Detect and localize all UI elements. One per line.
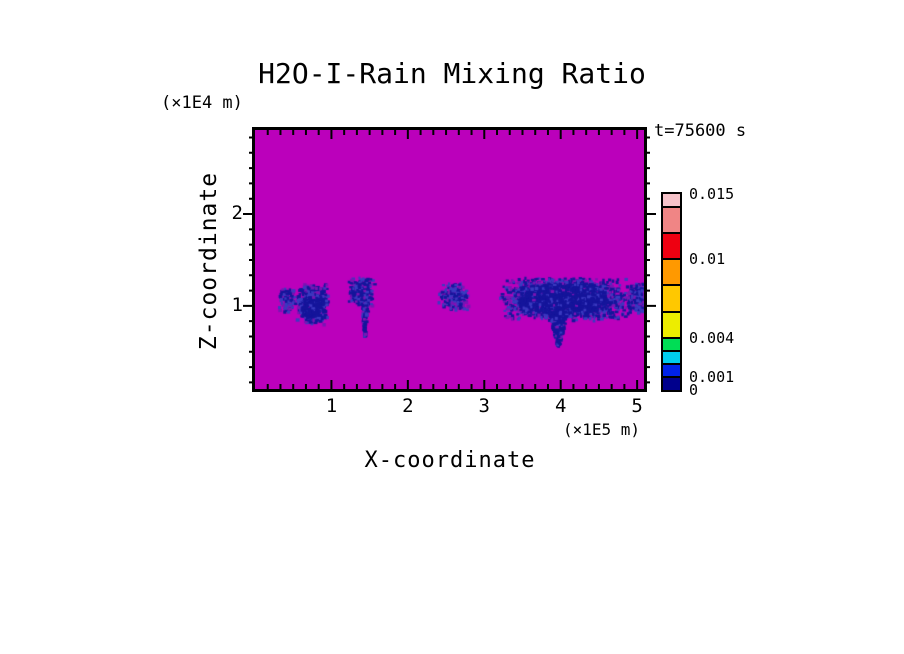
heatmap-canvas: [255, 130, 644, 389]
colorbar-separator: [663, 363, 680, 365]
colorbar-separator: [663, 376, 680, 378]
colorbar-tick-label: 0.01: [689, 250, 725, 268]
time-annotation: t=75600 s: [654, 121, 746, 141]
colorbar-segment: [663, 285, 680, 311]
colorbar-segment: [663, 233, 680, 259]
z-axis-label-text: Z-coordinate: [196, 172, 222, 350]
colorbar-separator: [663, 311, 680, 313]
x-tick-label: 1: [320, 395, 342, 417]
x-tick-label: 2: [397, 395, 419, 417]
colorbar-separator: [663, 206, 680, 208]
colorbar-segment: [663, 312, 680, 338]
colorbar-segment: [663, 259, 680, 285]
x-tick-label: 5: [626, 395, 648, 417]
x-tick-label: 4: [550, 395, 572, 417]
x-axis-label: X-coordinate: [255, 448, 645, 473]
x-tick-label: 3: [473, 395, 495, 417]
z-tick-label: 2: [221, 202, 243, 224]
colorbar-tick-label: 0: [689, 381, 698, 399]
colorbar: [661, 192, 682, 392]
z-tick-label: 1: [221, 294, 243, 316]
colorbar-separator: [663, 258, 680, 260]
colorbar-separator: [663, 284, 680, 286]
colorbar-segment: [663, 207, 680, 233]
plot-title: H2O-I-Rain Mixing Ratio: [252, 57, 652, 90]
figure: H2O-I-Rain Mixing Ratio (×1E4 m) t=75600…: [0, 0, 904, 654]
colorbar-separator: [663, 350, 680, 352]
colorbar-separator: [663, 232, 680, 234]
z-axis-units: (×1E4 m): [161, 93, 243, 113]
x-axis-units: (×1E5 m): [563, 420, 640, 439]
colorbar-separator: [663, 337, 680, 339]
colorbar-tick-label: 0.015: [689, 185, 734, 203]
colorbar-segment: [663, 377, 680, 390]
colorbar-tick-label: 0.004: [689, 329, 734, 347]
